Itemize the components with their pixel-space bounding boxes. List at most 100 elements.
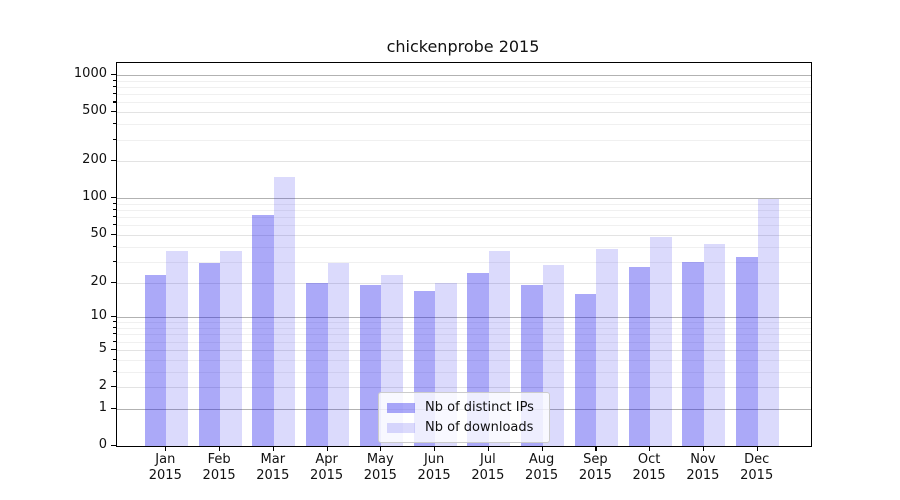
x-tick-mark-jan <box>165 446 167 451</box>
x-tick-mark-oct <box>649 446 651 451</box>
x-tick-label-dec: Dec 2015 <box>725 452 789 484</box>
y-minor-tick-mark <box>113 370 116 372</box>
y-minor-tick-mark <box>113 321 116 323</box>
x-tick-month: Nov <box>690 452 716 467</box>
x-tick-month: Jul <box>480 452 496 467</box>
x-tick-year: 2015 <box>525 468 559 483</box>
bar-downloads-sep <box>596 249 618 446</box>
gridline-9 <box>117 322 811 324</box>
gridline-10 <box>117 317 811 319</box>
x-tick-year: 2015 <box>148 468 182 483</box>
y-tick-label-1: 1 <box>98 399 107 415</box>
gridline-400 <box>117 124 811 126</box>
bar-downloads-nov <box>703 244 726 446</box>
y-tick-mark <box>111 386 116 388</box>
y-tick-mark <box>111 111 116 113</box>
gridline-200 <box>117 161 811 163</box>
y-tick-mark <box>111 316 116 318</box>
x-tick-mark-feb <box>219 446 221 451</box>
gridline-50 <box>117 234 811 236</box>
x-tick-label-may: May 2015 <box>348 452 412 484</box>
y-minor-tick-mark <box>113 260 116 262</box>
y-tick-label-0: 0 <box>98 437 107 452</box>
y-tick-label-100: 100 <box>82 189 107 205</box>
x-tick-mark-aug <box>541 446 543 451</box>
x-tick-year: 2015 <box>417 468 451 483</box>
y-tick-label-500: 500 <box>82 103 107 119</box>
x-tick-label-oct: Oct 2015 <box>617 452 681 484</box>
y-minor-tick-mark <box>113 138 116 140</box>
x-tick-month: Oct <box>637 452 661 467</box>
y-tick-mark <box>111 233 116 235</box>
y-minor-tick-mark <box>113 202 116 204</box>
gridline-800 <box>117 86 811 88</box>
gridline-40 <box>117 246 811 248</box>
x-tick-year: 2015 <box>578 468 612 483</box>
y-tick-mark <box>111 281 116 283</box>
y-minor-tick-mark <box>113 340 116 342</box>
y-tick-mark <box>111 445 116 447</box>
x-tick-month: Dec <box>744 452 770 467</box>
y-tick-label-5: 5 <box>98 340 107 356</box>
y-minor-tick-mark <box>113 358 116 360</box>
legend-swatch-distinct-ips <box>387 402 415 413</box>
bar-distinct-ips-oct <box>628 267 651 446</box>
legend-item-distinct-ips: Nb of distinct IPs <box>387 400 541 415</box>
gridline-600 <box>117 102 811 104</box>
x-tick-mark-may <box>380 446 382 451</box>
legend-swatch-downloads <box>387 422 415 433</box>
gridline-80 <box>117 210 811 211</box>
x-tick-month: Jan <box>155 452 176 467</box>
bar-distinct-ips-jan <box>144 275 167 446</box>
chart-title: chickenprobe 2015 <box>386 37 540 56</box>
gridline-70 <box>117 217 811 219</box>
bar-downloads-jan <box>166 250 188 446</box>
x-tick-month: Sep <box>583 452 608 467</box>
x-tick-year: 2015 <box>471 468 505 483</box>
x-tick-label-jan: Jan 2015 <box>133 452 197 484</box>
gridline-60 <box>117 225 811 227</box>
gridline-8 <box>117 328 811 329</box>
x-tick-month: Aug <box>528 452 555 467</box>
gridline-1000 <box>117 75 811 76</box>
y-tick-mark <box>111 197 116 199</box>
gridline-7 <box>117 334 811 336</box>
y-minor-tick-mark <box>113 333 116 335</box>
y-minor-tick-mark <box>113 209 116 211</box>
x-tick-label-mar: Mar 2015 <box>241 452 305 484</box>
x-tick-month: Jun <box>423 452 445 467</box>
bar-distinct-ips-nov <box>682 261 704 446</box>
y-minor-tick-mark <box>113 79 116 81</box>
bar-distinct-ips-feb <box>198 263 221 446</box>
legend: Nb of distinct IPs Nb of downloads <box>378 392 550 443</box>
x-tick-month: May <box>366 452 394 467</box>
y-tick-label-20: 20 <box>90 273 107 289</box>
y-tick-label-10: 10 <box>90 308 107 324</box>
legend-label-downloads: Nb of downloads <box>425 420 534 435</box>
y-minor-tick-mark <box>113 224 116 226</box>
y-minor-tick-mark <box>113 85 116 88</box>
bar-downloads-mar <box>273 176 296 446</box>
bar-distinct-ips-mar <box>252 214 274 446</box>
x-tick-mark-jul <box>487 446 490 451</box>
x-tick-mark-sep <box>595 446 597 451</box>
gridline-100 <box>117 198 811 200</box>
y-tick-mark <box>111 348 116 350</box>
bar-downloads-feb <box>220 250 242 446</box>
y-tick-mark <box>111 407 116 409</box>
gridline-300 <box>117 139 811 141</box>
x-tick-label-jun: Jun 2015 <box>402 452 466 484</box>
gridline-700 <box>117 94 811 96</box>
x-tick-mark-jun <box>434 446 436 451</box>
x-tick-label-nov: Nov 2015 <box>671 452 735 484</box>
x-tick-label-apr: Apr 2015 <box>295 452 359 484</box>
y-tick-mark <box>111 74 116 76</box>
y-tick-label-50: 50 <box>90 225 107 241</box>
gridline-90 <box>117 203 811 205</box>
y-minor-tick-mark <box>113 245 116 247</box>
y-minor-tick-mark <box>113 216 116 218</box>
y-tick-mark <box>111 160 116 162</box>
bar-downloads-apr <box>327 263 350 446</box>
gridline-5 <box>117 349 811 351</box>
